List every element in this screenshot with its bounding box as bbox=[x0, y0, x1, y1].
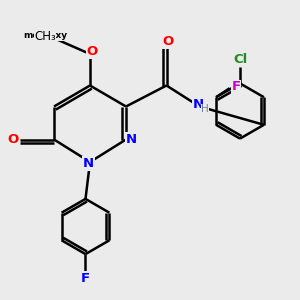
Text: methoxy: methoxy bbox=[23, 32, 67, 40]
Text: N: N bbox=[126, 133, 137, 146]
Text: F: F bbox=[232, 80, 241, 93]
Text: Cl: Cl bbox=[233, 53, 247, 66]
Text: N: N bbox=[83, 157, 94, 170]
Text: H: H bbox=[201, 104, 209, 115]
Text: O: O bbox=[7, 133, 19, 146]
Text: O: O bbox=[87, 45, 98, 58]
Text: F: F bbox=[81, 272, 90, 285]
Text: CH₃: CH₃ bbox=[34, 29, 56, 43]
Text: O: O bbox=[162, 35, 174, 48]
Text: N: N bbox=[193, 98, 204, 111]
